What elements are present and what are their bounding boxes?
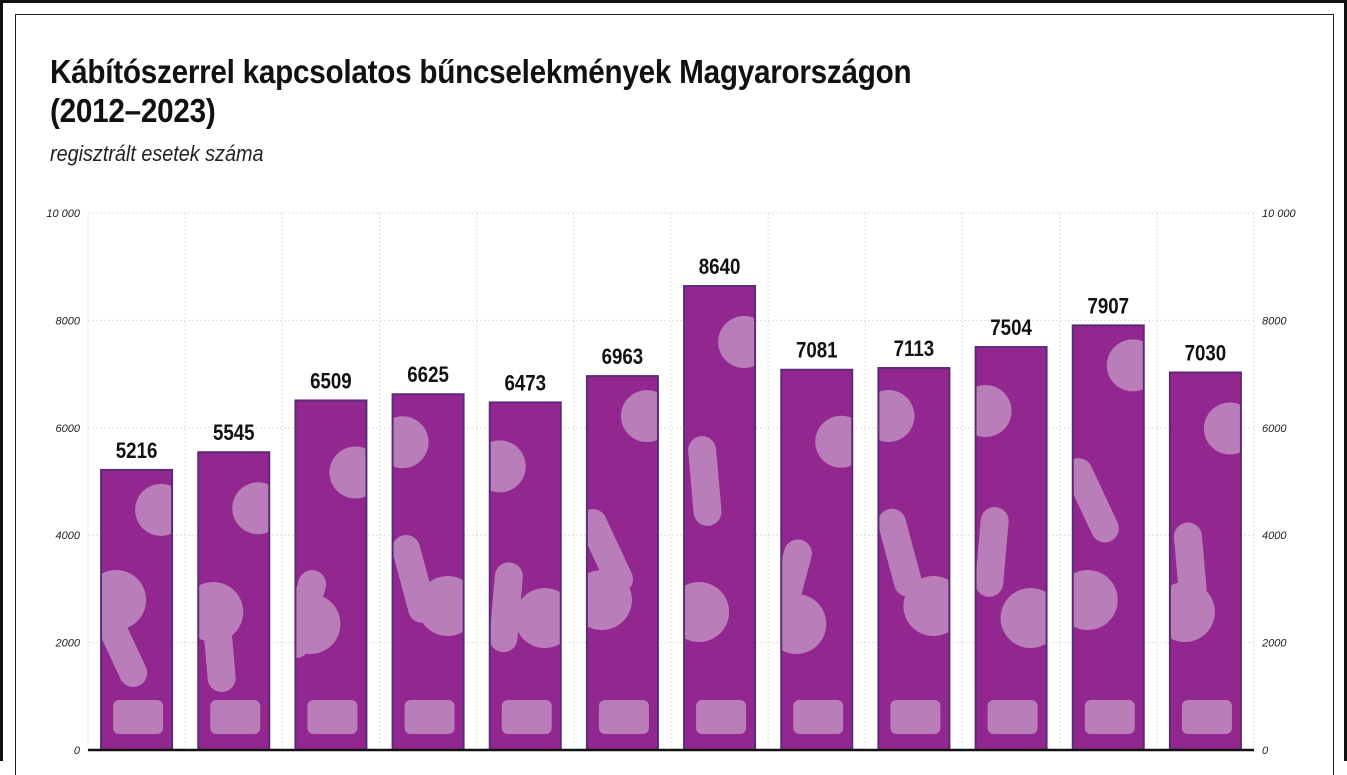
bar-pattern [1169,402,1241,734]
bar-value-label: 6473 [504,372,546,396]
bar-pattern [198,482,270,734]
bar-value-label: 6963 [602,346,644,370]
bar-pattern [101,483,173,734]
drug-pattern-shape [1072,458,1119,543]
y-tick-label-left: 6000 [56,423,81,435]
bar-value-label: 5216 [116,440,158,464]
drug-pattern-shape [1203,402,1241,455]
bar-value-label: 6625 [407,364,449,388]
bar-value-label: 7030 [1185,342,1227,366]
drug-pattern-shape [1106,339,1144,392]
bar-value-label: 8640 [699,256,741,280]
drug-pattern-shape [1072,570,1118,630]
y-tick-label-left: 10 000 [46,208,81,220]
y-tick-label-right: 6000 [1262,423,1287,435]
chart-title: Kábítószerrel kapcsolatos bűncselekménye… [50,52,912,130]
bar-pattern [489,440,561,734]
bar-value-label: 7504 [990,317,1032,341]
drug-pattern-shape [688,436,722,526]
bar-value-label: 7907 [1087,295,1129,319]
drug-pattern-shape [878,390,915,443]
bar-pattern [975,385,1047,734]
drug-pattern-shape [1169,582,1215,642]
drug-pattern-shape [793,700,844,734]
bar-pattern [684,316,756,734]
drug-pattern-shape [489,440,526,493]
drug-pattern-shape [781,594,827,654]
drug-pattern-shape [489,562,523,653]
bar-pattern [878,390,950,734]
drug-pattern-shape [198,582,244,642]
bar-value-label: 5545 [213,422,255,446]
drug-pattern-shape [295,594,341,654]
drug-pattern-shape [232,482,270,535]
drug-pattern-shape [392,416,429,469]
drug-pattern-shape [696,700,747,734]
drug-pattern-shape [113,700,164,734]
drug-pattern-shape [210,700,261,734]
drug-pattern-shape [501,700,552,734]
drug-pattern-shape [1084,700,1135,734]
title-line-2: (2012–2023) [50,92,216,129]
drug-pattern-shape [514,588,561,648]
inner-frame [15,14,1334,775]
drug-pattern-shape [417,576,464,636]
drug-pattern-shape [903,576,950,636]
y-tick-label-right: 4000 [1262,530,1287,542]
drug-pattern-shape [404,700,455,734]
drug-pattern-shape [329,446,367,499]
y-tick-label-right: 0 [1262,745,1269,757]
drug-pattern-shape [878,508,923,597]
drug-pattern-shape [620,390,658,443]
drug-pattern-shape [598,700,649,734]
y-tick-label-left: 4000 [56,530,81,542]
drug-pattern-shape [684,582,730,642]
drug-pattern-shape [718,316,756,369]
bar-pattern [586,390,658,734]
bar-value-label: 7081 [796,339,838,363]
bar-chart: 0 0 2000 2000 4000 4000 6000 6000 8000 8000 10 000… [46,208,1297,757]
drug-pattern-shape [307,700,358,734]
bar-pattern [392,416,464,734]
drug-pattern-shape [890,700,941,734]
bar-value-label: 6509 [310,370,352,394]
drug-pattern-shape [1000,588,1047,648]
drug-pattern-shape [586,570,632,630]
drug-pattern-shape [975,385,1012,438]
y-tick-label-right: 2000 [1261,638,1287,650]
title-line-1: Kábítószerrel kapcsolatos bűncselekménye… [50,53,912,90]
bar-pattern [781,415,853,734]
y-tick-label-right: 10 000 [1262,208,1297,220]
drug-pattern-shape [987,700,1038,734]
drug-pattern-shape [1181,700,1232,734]
y-tick-label-right: 8000 [1262,315,1287,327]
bar-pattern [295,446,367,734]
drug-pattern-shape [781,539,812,628]
y-tick-label-left: 0 [74,745,81,757]
drug-pattern-shape [975,507,1009,597]
y-tick-label-left: 8000 [56,315,81,327]
y-tick-label-left: 2000 [55,638,81,650]
drug-pattern-shape [135,483,173,536]
drug-pattern-shape [815,415,853,468]
chart-subtitle: regisztrált esetek száma [50,141,264,166]
drug-pattern-shape [586,508,634,594]
drug-pattern-shape [101,570,147,630]
bar-pattern [1072,339,1144,734]
bar-value-label: 7113 [894,338,935,362]
